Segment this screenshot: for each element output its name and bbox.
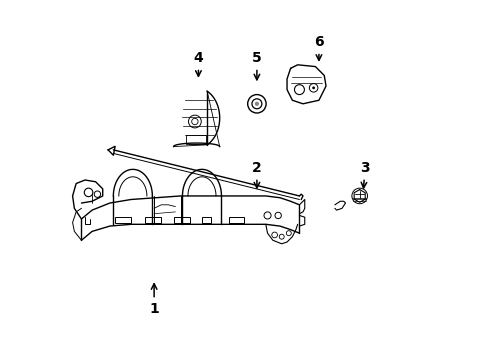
Text: 6: 6: [313, 35, 323, 60]
Circle shape: [311, 86, 314, 89]
Text: 5: 5: [251, 51, 261, 80]
Text: 2: 2: [251, 161, 261, 188]
Text: 3: 3: [360, 161, 369, 188]
Text: 1: 1: [149, 284, 159, 316]
Circle shape: [254, 102, 259, 106]
Text: 4: 4: [193, 51, 203, 76]
